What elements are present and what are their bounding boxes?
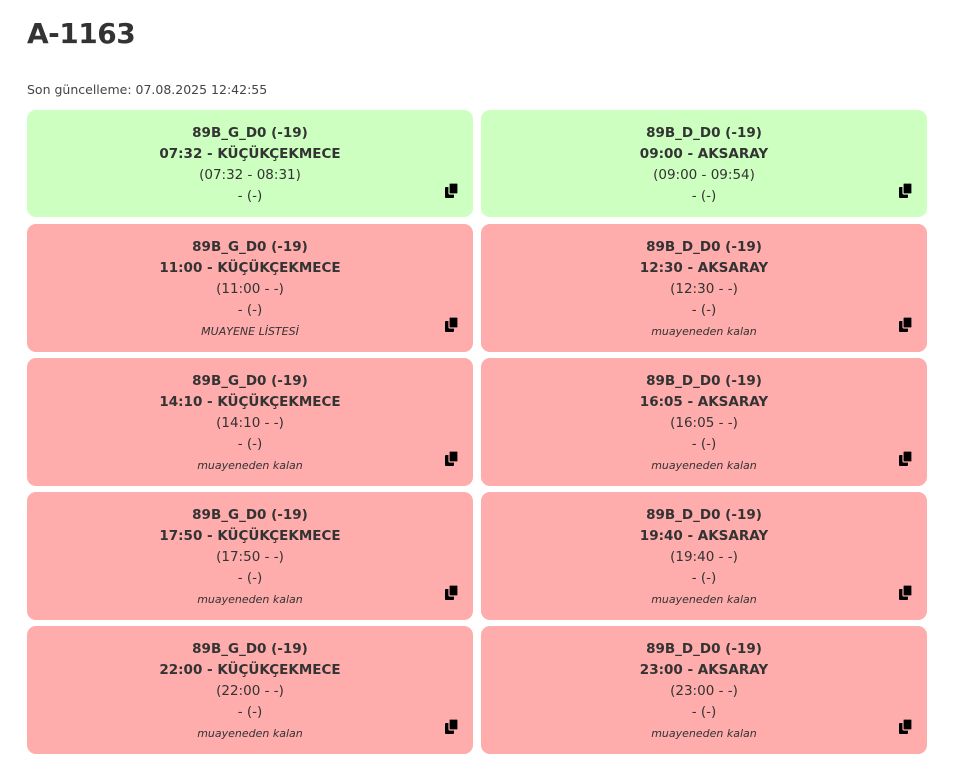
trip-card: 89B_D_D0 (-19) 09:00 - AKSARAY (09:00 - …	[481, 110, 927, 217]
trip-route: 89B_G_D0 (-19)	[192, 125, 308, 141]
page-title: A-1163	[27, 17, 136, 50]
copy-icon[interactable]	[899, 585, 913, 601]
trip-route: 89B_G_D0 (-19)	[192, 507, 308, 523]
trip-departure: 12:30 - AKSARAY	[639, 260, 769, 276]
trip-note: muayeneden kalan	[651, 727, 757, 740]
trip-card-grid: 89B_G_D0 (-19) 07:32 - KÜÇÜKÇEKMECE (07:…	[27, 110, 927, 760]
copy-icon[interactable]	[899, 183, 913, 199]
trip-time-range: (14:10 - -)	[216, 415, 284, 431]
trip-route: 89B_D_D0 (-19)	[646, 239, 762, 255]
trip-route: 89B_D_D0 (-19)	[646, 641, 762, 657]
trip-extra: - (-)	[691, 704, 717, 720]
trip-time-range: (22:00 - -)	[216, 683, 284, 699]
trip-route: 89B_G_D0 (-19)	[192, 239, 308, 255]
trip-extra: - (-)	[237, 570, 263, 586]
trip-note: muayeneden kalan	[197, 593, 303, 606]
trip-card: 89B_D_D0 (-19) 16:05 - AKSARAY (16:05 - …	[481, 358, 927, 486]
trip-departure: 14:10 - KÜÇÜKÇEKMECE	[159, 394, 341, 410]
trip-extra: - (-)	[691, 436, 717, 452]
trip-card: 89B_G_D0 (-19) 11:00 - KÜÇÜKÇEKMECE (11:…	[27, 224, 473, 352]
trip-extra: - (-)	[691, 302, 717, 318]
trip-route: 89B_G_D0 (-19)	[192, 373, 308, 389]
copy-icon[interactable]	[445, 719, 459, 735]
trip-note: muayeneden kalan	[197, 727, 303, 740]
trip-departure: 17:50 - KÜÇÜKÇEKMECE	[159, 528, 341, 544]
copy-icon[interactable]	[899, 719, 913, 735]
copy-icon[interactable]	[445, 317, 459, 333]
trip-time-range: (12:30 - -)	[670, 281, 738, 297]
trip-route: 89B_G_D0 (-19)	[192, 641, 308, 657]
trip-extra: - (-)	[237, 704, 263, 720]
trip-card: 89B_G_D0 (-19) 07:32 - KÜÇÜKÇEKMECE (07:…	[27, 110, 473, 217]
trip-time-range: (23:00 - -)	[670, 683, 738, 699]
trip-departure: 09:00 - AKSARAY	[639, 146, 769, 162]
trip-time-range: (09:00 - 09:54)	[653, 167, 755, 183]
trip-route: 89B_D_D0 (-19)	[646, 507, 762, 523]
trip-departure: 11:00 - KÜÇÜKÇEKMECE	[159, 260, 341, 276]
trip-note: MUAYENE LİSTESİ	[201, 325, 299, 338]
copy-icon[interactable]	[899, 451, 913, 467]
trip-note: muayeneden kalan	[651, 593, 757, 606]
trip-note: muayeneden kalan	[651, 325, 757, 338]
trip-departure: 19:40 - AKSARAY	[639, 528, 769, 544]
trip-card: 89B_G_D0 (-19) 22:00 - KÜÇÜKÇEKMECE (22:…	[27, 626, 473, 754]
trip-card: 89B_D_D0 (-19) 23:00 - AKSARAY (23:00 - …	[481, 626, 927, 754]
trip-time-range: (16:05 - -)	[670, 415, 738, 431]
trip-time-range: (07:32 - 08:31)	[199, 167, 301, 183]
trip-time-range: (17:50 - -)	[216, 549, 284, 565]
trip-card: 89B_G_D0 (-19) 17:50 - KÜÇÜKÇEKMECE (17:…	[27, 492, 473, 620]
trip-route: 89B_D_D0 (-19)	[646, 125, 762, 141]
trip-departure: 16:05 - AKSARAY	[639, 394, 769, 410]
trip-note: muayeneden kalan	[651, 459, 757, 472]
trip-card: 89B_D_D0 (-19) 19:40 - AKSARAY (19:40 - …	[481, 492, 927, 620]
trip-extra: - (-)	[237, 302, 263, 318]
trip-time-range: (19:40 - -)	[670, 549, 738, 565]
trip-departure: 22:00 - KÜÇÜKÇEKMECE	[159, 662, 341, 678]
trip-departure: 07:32 - KÜÇÜKÇEKMECE	[159, 146, 341, 162]
trip-extra: - (-)	[691, 570, 717, 586]
trip-extra: - (-)	[237, 436, 263, 452]
copy-icon[interactable]	[445, 585, 459, 601]
trip-note: muayeneden kalan	[197, 459, 303, 472]
trip-card: 89B_D_D0 (-19) 12:30 - AKSARAY (12:30 - …	[481, 224, 927, 352]
trip-time-range: (11:00 - -)	[216, 281, 284, 297]
trip-extra: - (-)	[691, 188, 717, 204]
trip-extra: - (-)	[237, 188, 263, 204]
copy-icon[interactable]	[445, 451, 459, 467]
copy-icon[interactable]	[445, 183, 459, 199]
copy-icon[interactable]	[899, 317, 913, 333]
last-updated-text: Son güncelleme: 07.08.2025 12:42:55	[27, 82, 268, 97]
trip-departure: 23:00 - AKSARAY	[639, 662, 769, 678]
trip-route: 89B_D_D0 (-19)	[646, 373, 762, 389]
trip-card: 89B_G_D0 (-19) 14:10 - KÜÇÜKÇEKMECE (14:…	[27, 358, 473, 486]
